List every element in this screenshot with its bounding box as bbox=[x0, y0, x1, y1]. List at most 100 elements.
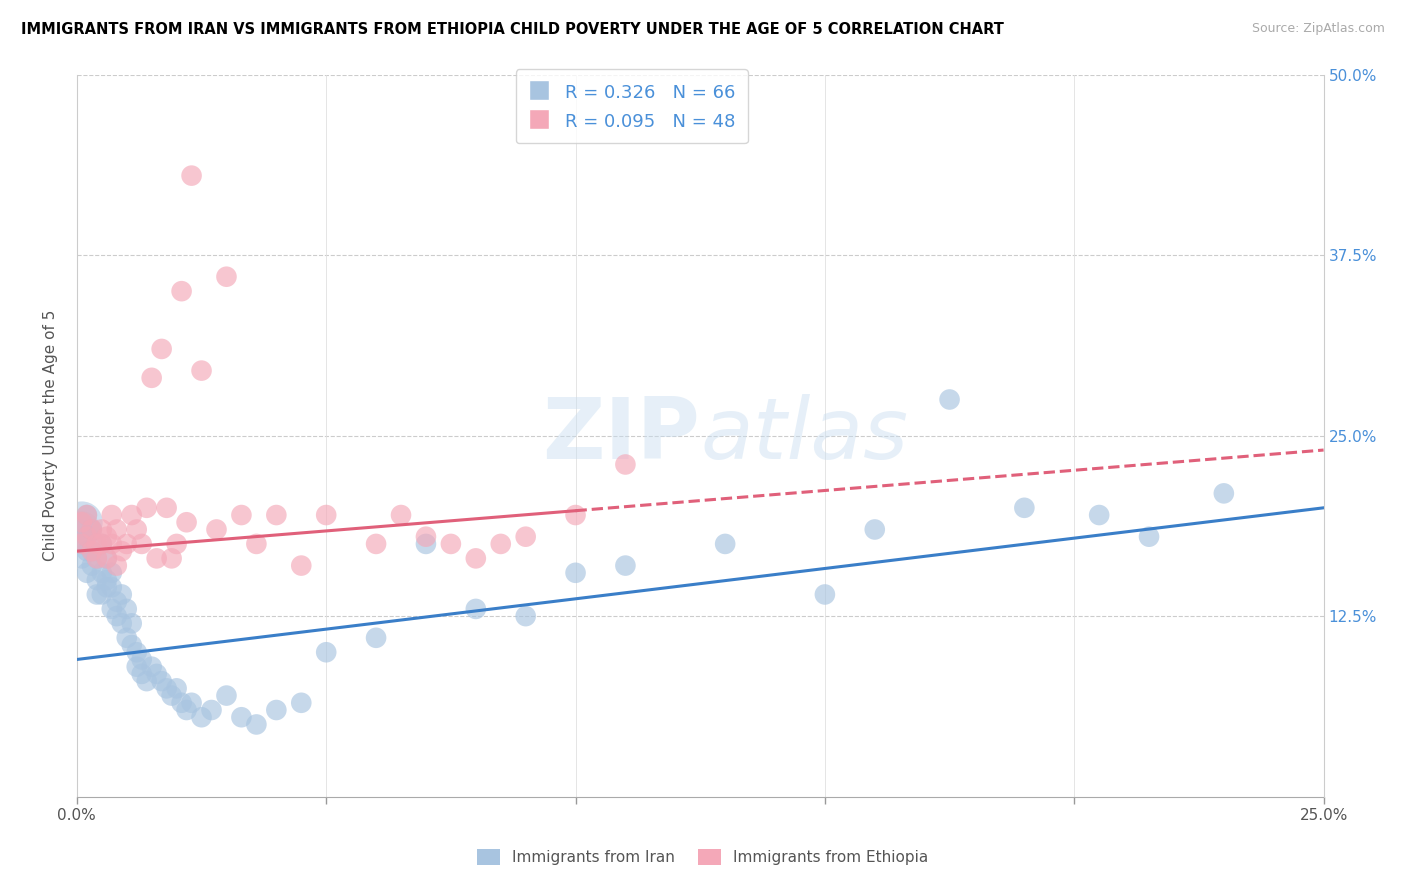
Point bbox=[90, 537, 112, 551]
Point bbox=[245, 717, 267, 731]
Point bbox=[141, 371, 163, 385]
Text: Source: ZipAtlas.com: Source: ZipAtlas.com bbox=[1251, 22, 1385, 36]
Point bbox=[364, 631, 387, 645]
Point bbox=[564, 508, 586, 522]
Point bbox=[1014, 500, 1036, 515]
Point bbox=[70, 551, 93, 566]
Point bbox=[166, 681, 188, 696]
Point bbox=[231, 710, 253, 724]
Point bbox=[515, 609, 537, 624]
Point bbox=[389, 508, 412, 522]
Point bbox=[614, 558, 637, 573]
Point bbox=[111, 616, 134, 631]
Point bbox=[863, 523, 886, 537]
Point bbox=[96, 530, 118, 544]
Point bbox=[180, 696, 202, 710]
Point bbox=[614, 458, 637, 472]
Point bbox=[215, 689, 238, 703]
Point bbox=[76, 508, 98, 522]
Point bbox=[80, 558, 103, 573]
Point bbox=[176, 515, 198, 529]
Y-axis label: Child Poverty Under the Age of 5: Child Poverty Under the Age of 5 bbox=[44, 310, 58, 561]
Point bbox=[101, 580, 124, 594]
Point bbox=[90, 537, 112, 551]
Point bbox=[86, 551, 108, 566]
Point bbox=[150, 342, 173, 356]
Point bbox=[80, 544, 103, 558]
Point bbox=[290, 696, 312, 710]
Point bbox=[135, 500, 157, 515]
Point bbox=[200, 703, 222, 717]
Point bbox=[1137, 530, 1160, 544]
Point bbox=[105, 558, 128, 573]
Point bbox=[76, 508, 98, 522]
Point bbox=[111, 544, 134, 558]
Point bbox=[96, 551, 118, 566]
Point bbox=[125, 523, 148, 537]
Point bbox=[266, 508, 288, 522]
Point bbox=[70, 537, 93, 551]
Point bbox=[489, 537, 512, 551]
Point bbox=[86, 537, 108, 551]
Point bbox=[440, 537, 463, 551]
Point bbox=[105, 523, 128, 537]
Text: IMMIGRANTS FROM IRAN VS IMMIGRANTS FROM ETHIOPIA CHILD POVERTY UNDER THE AGE OF : IMMIGRANTS FROM IRAN VS IMMIGRANTS FROM … bbox=[21, 22, 1004, 37]
Point bbox=[141, 659, 163, 673]
Point bbox=[80, 544, 103, 558]
Point bbox=[364, 537, 387, 551]
Point bbox=[135, 674, 157, 689]
Point bbox=[96, 551, 118, 566]
Point bbox=[80, 523, 103, 537]
Point bbox=[86, 573, 108, 587]
Legend: Immigrants from Iran, Immigrants from Ethiopia: Immigrants from Iran, Immigrants from Et… bbox=[471, 843, 935, 871]
Point bbox=[125, 645, 148, 659]
Point bbox=[156, 500, 179, 515]
Point bbox=[121, 638, 143, 652]
Point bbox=[105, 609, 128, 624]
Point bbox=[101, 602, 124, 616]
Point bbox=[76, 530, 98, 544]
Point bbox=[101, 508, 124, 522]
Point bbox=[96, 573, 118, 587]
Point bbox=[190, 363, 212, 377]
Point bbox=[415, 530, 437, 544]
Point bbox=[70, 523, 93, 537]
Text: atlas: atlas bbox=[700, 394, 908, 477]
Point bbox=[170, 284, 193, 298]
Point bbox=[205, 523, 228, 537]
Point bbox=[231, 508, 253, 522]
Point bbox=[315, 645, 337, 659]
Point bbox=[86, 587, 108, 601]
Point bbox=[80, 523, 103, 537]
Point bbox=[1212, 486, 1234, 500]
Point bbox=[145, 551, 167, 566]
Point bbox=[714, 537, 737, 551]
Point bbox=[464, 602, 486, 616]
Legend: R = 0.326   N = 66, R = 0.095   N = 48: R = 0.326 N = 66, R = 0.095 N = 48 bbox=[516, 69, 748, 144]
Text: ZIP: ZIP bbox=[543, 394, 700, 477]
Point bbox=[76, 566, 98, 580]
Point bbox=[170, 696, 193, 710]
Point bbox=[76, 544, 98, 558]
Point bbox=[70, 523, 93, 537]
Point bbox=[266, 703, 288, 717]
Point bbox=[150, 674, 173, 689]
Point bbox=[70, 537, 93, 551]
Point bbox=[290, 558, 312, 573]
Point bbox=[70, 515, 93, 529]
Point bbox=[115, 537, 138, 551]
Point bbox=[101, 566, 124, 580]
Point bbox=[464, 551, 486, 566]
Point bbox=[111, 587, 134, 601]
Point bbox=[115, 631, 138, 645]
Point bbox=[125, 659, 148, 673]
Point bbox=[515, 530, 537, 544]
Point bbox=[160, 689, 183, 703]
Point bbox=[215, 269, 238, 284]
Point bbox=[131, 537, 153, 551]
Point bbox=[121, 616, 143, 631]
Point bbox=[101, 537, 124, 551]
Point bbox=[245, 537, 267, 551]
Point bbox=[176, 703, 198, 717]
Point bbox=[1088, 508, 1111, 522]
